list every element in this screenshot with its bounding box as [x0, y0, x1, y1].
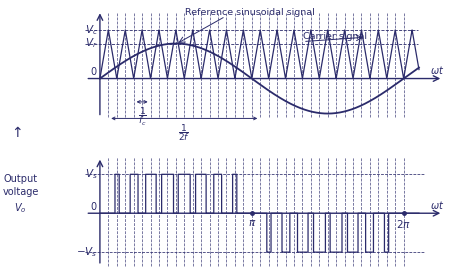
Text: ↑: ↑: [11, 126, 22, 140]
Text: $2\pi$: $2\pi$: [396, 218, 411, 230]
Text: $\pi$: $\pi$: [247, 218, 256, 228]
Text: $\omega t$: $\omega t$: [430, 199, 445, 211]
Text: $0$: $0$: [90, 200, 98, 212]
Text: $0$: $0$: [90, 65, 98, 77]
Text: Reference sinusoidal signal: Reference sinusoidal signal: [185, 8, 315, 17]
Text: $\dfrac{1}{2f}$: $\dfrac{1}{2f}$: [178, 122, 190, 143]
Text: $V_s$: $V_s$: [85, 167, 98, 181]
Text: $\dfrac{1}{f_c}$: $\dfrac{1}{f_c}$: [137, 106, 146, 128]
Text: $-V_s$: $-V_s$: [76, 245, 98, 259]
Text: $\omega t$: $\omega t$: [430, 64, 445, 76]
Text: $V_c$: $V_c$: [84, 23, 98, 37]
Text: $V_r$: $V_r$: [85, 37, 98, 50]
Text: Output
voltage
$V_o$: Output voltage $V_o$: [2, 174, 39, 215]
Text: Carrier signal: Carrier signal: [303, 32, 367, 41]
